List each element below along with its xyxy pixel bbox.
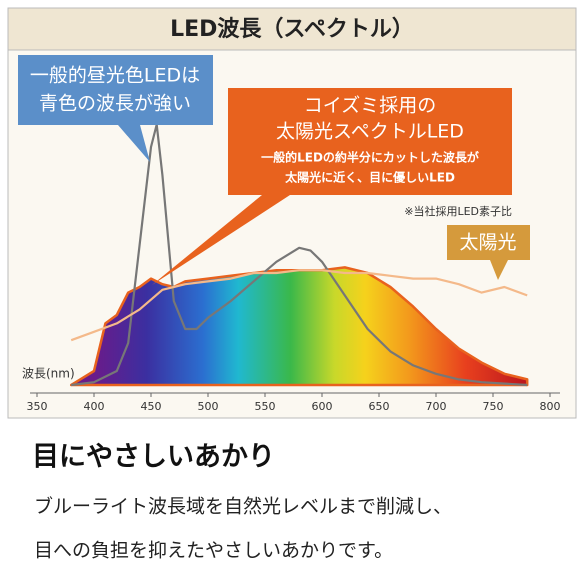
- x-tick-label: 400: [84, 400, 105, 413]
- spectrum-area: [69, 266, 529, 387]
- x-tick-label: 750: [483, 400, 504, 413]
- x-tick-label: 700: [426, 400, 447, 413]
- x-tick-label: 500: [198, 400, 219, 413]
- x-tick-label: 600: [312, 400, 333, 413]
- x-tick-label: 450: [141, 400, 162, 413]
- annotation: 太陽光に近く、目に優しいLED: [285, 170, 455, 185]
- annotation: コイズミ採用の: [304, 95, 436, 117]
- annotation-note: ※当社採用LED素子比: [404, 204, 512, 218]
- x-tick-label: 350: [27, 400, 48, 413]
- x-tick-label: 550: [255, 400, 276, 413]
- annotation: 太陽光: [459, 232, 516, 254]
- caption-body: 目への負担を抑えたやさしいあかりです。: [34, 540, 393, 562]
- callout-blue: 一般的昼光色LEDは 青色の波長が強い: [18, 55, 213, 162]
- caption-heading: 目にやさしいあかり: [32, 442, 275, 473]
- callout-orange: コイズミ採用の 太陽光スペクトルLED 一般的LEDの約半分にカットした波長が …: [152, 88, 512, 285]
- x-tick-label: 800: [540, 400, 561, 413]
- series-line: [71, 123, 528, 387]
- series-line: [70, 269, 528, 342]
- x-axis-label: 波長(nm): [22, 367, 75, 381]
- annotation: 一般的LEDの約半分にカットした波長が: [261, 150, 479, 165]
- title-bar: [7, 7, 577, 51]
- annotation: 太陽光スペクトルLED: [276, 121, 464, 143]
- annotation: 一般的昼光色LEDは: [30, 65, 200, 87]
- caption-body: ブルーライト波長域を自然光レベルまで削減し、: [34, 495, 452, 518]
- chart-title: LED波長（スペクトル）: [170, 17, 414, 42]
- x-tick-label: 650: [369, 400, 390, 413]
- callout-gold: 太陽光: [447, 225, 530, 280]
- annotation: 青色の波長が強い: [39, 93, 191, 115]
